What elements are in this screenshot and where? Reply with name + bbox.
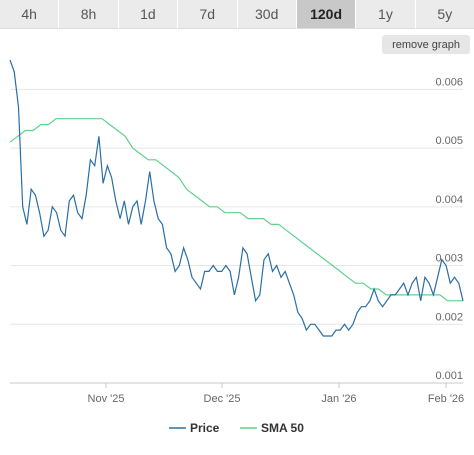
x-tick-label: Jan '26 [321,393,356,405]
x-tick-label: Dec '25 [204,393,241,405]
y-tick-label: 0.002 [435,311,463,323]
y-tick-label: 0.001 [435,370,463,382]
y-tick-label: 0.004 [435,194,463,206]
tab-30d[interactable]: 30d [237,0,297,29]
tab-8h[interactable]: 8h [59,0,119,29]
tab-1d[interactable]: 1d [118,0,179,29]
legend-sma-label[interactable]: SMA 50 [261,421,304,435]
tab-4h[interactable]: 4h [0,0,60,29]
price-line [9,59,464,337]
tab-120d[interactable]: 120d [296,0,357,29]
y-tick-label: 0.005 [435,135,463,147]
timeframe-tabs: 4h 8h 1d 7d 30d 120d 1y 5y [0,0,474,30]
remove-graph-button[interactable]: remove graph [382,35,470,54]
x-tick-label: Feb '26 [428,393,464,405]
y-tick-label: 0.006 [435,76,463,88]
tab-1y[interactable]: 1y [356,0,416,29]
tab-7d[interactable]: 7d [178,0,238,29]
grid-layer [10,88,463,388]
x-axis-labels: Nov '25 Dec '25 Jan '26 Feb '26 [88,393,465,405]
x-tick-label: Nov '25 [88,393,125,405]
legend-price-label[interactable]: Price [190,421,220,435]
y-tick-label: 0.003 [435,253,463,265]
tab-5y[interactable]: 5y [415,0,474,29]
y-axis-labels: 0.001 0.002 0.003 0.004 0.005 0.006 [435,76,463,382]
sma50-line [9,118,463,302]
legend: Price SMA 50 [169,421,304,435]
